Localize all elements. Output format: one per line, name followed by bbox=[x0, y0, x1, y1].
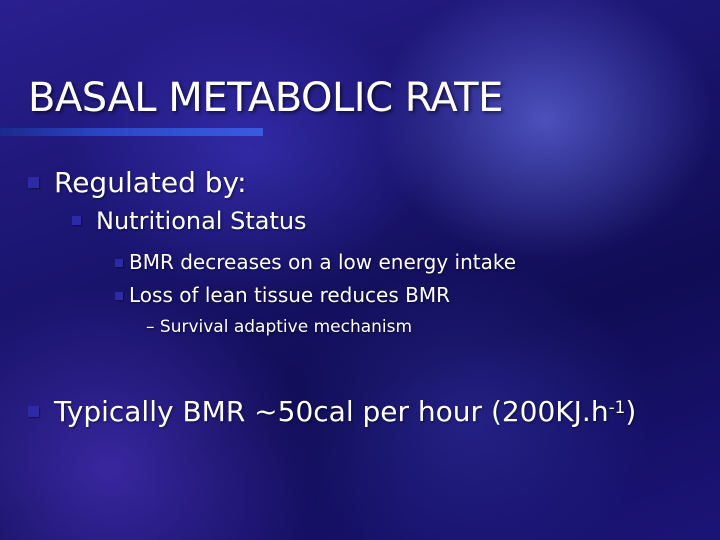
bullet-typically: Typically BMR ~50cal per hour (200KJ.h-1… bbox=[28, 395, 636, 429]
bullet-square-icon bbox=[28, 176, 39, 188]
bullet-bmr-decreases: BMR decreases on a low energy intake bbox=[115, 249, 516, 275]
bullet-text: Regulated by: bbox=[54, 166, 247, 199]
bullet-square-icon bbox=[72, 215, 81, 225]
bullet-regulated-by: Regulated by: bbox=[28, 166, 247, 200]
bullet-text: BMR decreases on a low energy intake bbox=[129, 250, 517, 274]
superscript: -1 bbox=[608, 397, 626, 418]
bullet-square-icon bbox=[115, 291, 123, 300]
bullet-survival: – Survival adaptive mechanism bbox=[146, 316, 412, 338]
bullet-square-icon bbox=[28, 405, 39, 417]
bullet-text: Loss of lean tissue reduces BMR bbox=[129, 283, 450, 307]
bullet-text: – Survival adaptive mechanism bbox=[146, 317, 413, 337]
bullet-text: Typically BMR ~50cal per hour (200KJ.h bbox=[54, 395, 609, 428]
bullet-lean-tissue: Loss of lean tissue reduces BMR bbox=[115, 282, 450, 308]
slide-title: BASAL METABOLIC RATE bbox=[28, 75, 503, 121]
bullet-text: Nutritional Status bbox=[96, 207, 307, 235]
bullet-square-icon bbox=[115, 258, 123, 267]
bullet-text-end: ) bbox=[625, 395, 637, 428]
bullet-nutritional-status: Nutritional Status bbox=[72, 206, 307, 236]
title-underline bbox=[0, 128, 263, 136]
